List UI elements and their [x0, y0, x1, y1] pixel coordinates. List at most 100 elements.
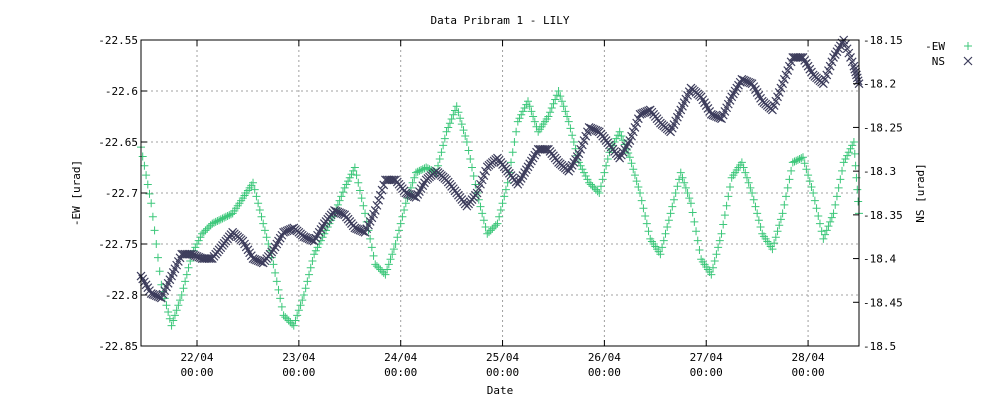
ew-data-point — [483, 229, 492, 238]
ew-data-point — [264, 240, 273, 248]
ew-data-point — [602, 161, 611, 170]
ew-data-point — [335, 196, 344, 205]
ew-data-point — [257, 212, 266, 221]
ew-data-point — [142, 171, 151, 180]
x-axis-label: Date — [487, 384, 514, 397]
ew-data-point — [585, 178, 594, 187]
ew-data-point — [717, 229, 726, 238]
ns-data-point — [185, 249, 195, 259]
ew-data-point — [568, 131, 577, 140]
x-tick-label-date: 22/04 — [180, 351, 213, 364]
ew-data-point — [515, 114, 524, 123]
ew-data-point — [418, 165, 427, 174]
ew-data-point — [147, 199, 156, 208]
ew-data-point — [661, 229, 670, 238]
ew-data-point — [459, 126, 468, 135]
ew-data-point — [220, 213, 229, 222]
ew-data-point — [357, 194, 366, 203]
ew-data-point — [349, 166, 358, 175]
ew-data-point — [775, 221, 784, 230]
ew-data-point — [452, 102, 461, 111]
ew-data-point — [756, 223, 765, 231]
y-right-tick-label: -18.4 — [863, 253, 896, 266]
ew-data-point — [804, 171, 813, 180]
ew-data-point — [549, 99, 558, 108]
ew-data-point — [198, 229, 207, 238]
ew-data-point — [542, 115, 551, 124]
ew-data-point — [612, 134, 621, 143]
ew-data-point — [172, 306, 181, 315]
ew-data-point — [530, 117, 539, 126]
ew-data-point — [500, 192, 509, 201]
ew-data-point — [423, 164, 432, 173]
y-axis-left-label: -EW [urad] — [70, 160, 83, 226]
ew-data-point — [831, 200, 840, 209]
ew-data-point — [456, 114, 465, 123]
y-left-tick-label: -22.55 — [98, 34, 138, 47]
ew-data-point — [654, 247, 663, 256]
ew-data-point — [383, 265, 392, 274]
ew-data-point — [571, 144, 580, 153]
ew-data-point — [374, 263, 383, 272]
ew-data-point — [391, 240, 400, 248]
ew-data-point — [279, 311, 288, 320]
y-right-tick-label: -18.2 — [863, 78, 896, 91]
ew-data-point — [583, 175, 592, 184]
tick-marks — [141, 39, 859, 347]
ew-data-point — [396, 219, 405, 228]
x-tick-label-date: 27/04 — [690, 351, 723, 364]
ew-data-point — [839, 158, 848, 167]
ns-data-point — [450, 186, 460, 196]
ew-data-point — [204, 223, 213, 231]
ew-data-point — [184, 263, 193, 272]
ew-data-point — [306, 263, 315, 272]
ns-data-point — [267, 247, 277, 257]
ew-data-point — [143, 180, 152, 189]
ew-data-point — [347, 170, 356, 179]
ew-data-point — [176, 296, 185, 305]
ew-data-point — [247, 181, 256, 190]
ns-data-point — [236, 235, 246, 245]
ew-data-point — [479, 216, 488, 225]
ew-data-point — [150, 226, 159, 235]
ew-data-point — [675, 175, 684, 184]
ew-data-point — [381, 270, 390, 279]
ns-data-point — [511, 177, 521, 187]
ew-data-point — [639, 204, 648, 213]
ew-data-point — [512, 127, 521, 136]
ew-data-point — [182, 270, 191, 279]
ew-data-point — [255, 206, 264, 214]
ew-data-point — [199, 228, 208, 237]
ew-data-point — [490, 223, 499, 231]
ew-data-point — [181, 277, 190, 286]
x-tick-label-time: 00:00 — [486, 366, 519, 379]
ew-data-point — [617, 132, 626, 141]
ew-data-point — [826, 217, 835, 226]
ew-data-point — [342, 180, 351, 189]
ew-data-point — [467, 163, 476, 172]
ew-data-point — [271, 268, 280, 277]
ew-data-point — [372, 262, 381, 271]
ew-data-point — [378, 267, 387, 276]
ew-data-point — [720, 211, 729, 220]
ew-data-point — [518, 107, 527, 116]
ew-data-point — [259, 219, 268, 228]
ns-data-point — [377, 185, 387, 195]
ew-data-point — [311, 246, 320, 255]
ew-data-point — [288, 319, 297, 328]
ew-data-point — [771, 233, 780, 242]
ew-data-point — [522, 100, 531, 109]
ns-data-point — [603, 138, 613, 148]
ew-data-point — [208, 219, 217, 228]
ew-data-point — [722, 201, 731, 210]
ew-data-point — [785, 175, 794, 184]
ew-data-point — [819, 234, 828, 243]
ew-data-point — [778, 209, 787, 218]
ew-data-point — [442, 127, 451, 136]
y-right-tick-label: -18.3 — [863, 165, 896, 178]
y-right-tick-label: -18.45 — [863, 296, 903, 309]
ew-data-point — [664, 216, 673, 225]
ew-data-point — [559, 102, 568, 111]
ew-data-point — [282, 314, 291, 323]
ew-data-point — [484, 228, 493, 237]
